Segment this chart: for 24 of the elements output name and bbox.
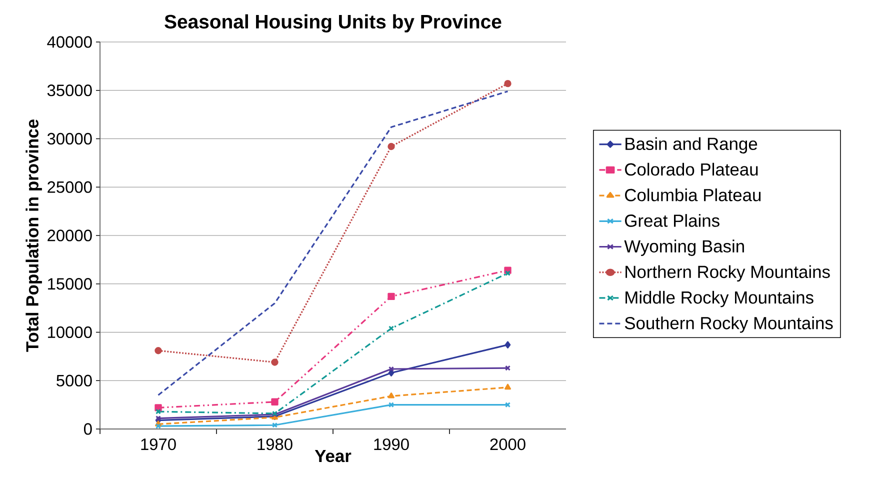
x-axis-title: Year: [314, 450, 352, 462]
y-axis-title: Total Population in province: [26, 119, 42, 352]
legend-label: Middle Rocky Mountains: [626, 290, 814, 308]
chart-title: Seasonal Housing Units by Province: [164, 14, 502, 32]
x-tick-label: 2000: [490, 438, 526, 450]
x-tick-label: 1970: [141, 438, 176, 450]
x-tick-label: 1990: [374, 438, 409, 450]
legend-label: Basin and Range: [626, 137, 758, 154]
y-tick-label: 20000: [48, 230, 92, 242]
legend-label: Wyoming Basin: [624, 240, 744, 256]
y-tick-label: 35000: [47, 84, 92, 96]
y-tick-label: 10000: [48, 326, 92, 338]
y-tick-label: 0: [84, 423, 92, 435]
x-tick-label: 1980: [258, 438, 292, 450]
y-tick-label: 5000: [56, 374, 92, 386]
legend-label: Great Plains: [625, 214, 720, 227]
y-tick-label: 25000: [48, 181, 92, 193]
y-tick-label: 40000: [47, 36, 92, 48]
y-tick-label: 15000: [48, 278, 92, 290]
legend-label: Columbia Plateau: [625, 188, 761, 202]
y-tick-label: 30000: [47, 132, 92, 145]
legend-label: Colorado Plateau: [625, 162, 758, 176]
legend-label: Southern Rocky Mountains: [624, 316, 833, 333]
legend-label: Northern Rocky Mountains: [626, 265, 830, 282]
